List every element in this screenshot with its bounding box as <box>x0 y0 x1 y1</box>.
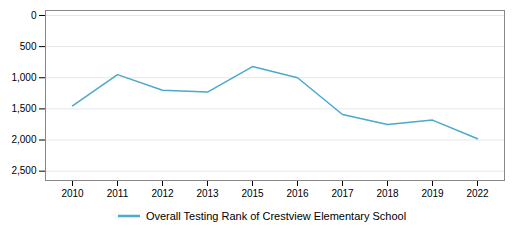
svg-text:2011: 2011 <box>107 188 129 199</box>
svg-text:1,500: 1,500 <box>11 103 36 114</box>
svg-text:2017: 2017 <box>331 188 354 199</box>
svg-text:2010: 2010 <box>61 188 84 199</box>
svg-text:0: 0 <box>31 10 37 21</box>
svg-text:2013: 2013 <box>196 188 219 199</box>
svg-text:500: 500 <box>20 41 37 52</box>
svg-text:2016: 2016 <box>286 188 309 199</box>
svg-text:2022: 2022 <box>466 188 489 199</box>
svg-text:2012: 2012 <box>151 188 174 199</box>
svg-text:2019: 2019 <box>421 188 444 199</box>
svg-text:2015: 2015 <box>241 188 264 199</box>
svg-text:1,000: 1,000 <box>11 72 36 83</box>
svg-text:2018: 2018 <box>376 188 399 199</box>
html-text:Overall Testing Rank of Crestv: Overall Testing Rank of Crestview Elemen… <box>145 210 407 222</box>
svg-text:2,000: 2,000 <box>11 134 36 145</box>
svg-text:2,500: 2,500 <box>11 165 36 176</box>
